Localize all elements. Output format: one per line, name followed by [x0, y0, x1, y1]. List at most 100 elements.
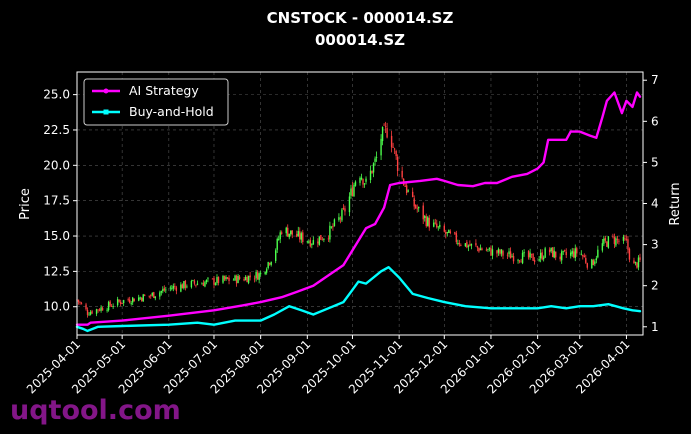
price-candle-body	[416, 208, 418, 210]
right-tick-label: 7	[651, 73, 659, 87]
price-candle-body	[204, 281, 206, 287]
price-candle-body	[235, 275, 238, 284]
price-candle-body	[267, 262, 269, 269]
price-candle-body	[338, 217, 340, 221]
price-candle-body	[100, 307, 102, 311]
price-candle-body	[214, 283, 217, 286]
price-candle-body	[302, 232, 304, 242]
price-candle-body	[606, 241, 608, 247]
price-candle-body	[604, 238, 607, 241]
price-candle-body	[275, 250, 277, 261]
price-candle-body	[321, 239, 324, 241]
price-candle-body	[380, 138, 382, 156]
price-candle-body	[122, 300, 125, 304]
price-candle-body	[527, 251, 530, 258]
price-candle-body	[404, 185, 406, 187]
price-candle-body	[101, 307, 104, 311]
price-candle-body	[390, 135, 393, 148]
price-candle-body	[541, 252, 543, 260]
price-candle-body	[320, 234, 322, 240]
price-candle-body	[418, 206, 420, 209]
price-candle-body	[317, 241, 319, 244]
price-candle-body	[258, 273, 260, 280]
price-candle-body	[207, 278, 209, 280]
price-candle-body	[360, 177, 363, 180]
right-axis-label: Return	[668, 182, 683, 225]
price-candle-body	[130, 303, 132, 305]
left-tick-label: 12.5	[43, 264, 70, 278]
price-candle-body	[595, 258, 598, 261]
price-candle-body	[359, 177, 361, 183]
price-candle-body	[530, 253, 533, 255]
right-tick-label: 2	[651, 279, 659, 293]
price-candle-body	[479, 248, 482, 251]
price-candle-body	[466, 241, 468, 248]
price-candle-body	[491, 249, 494, 256]
price-candle-body	[424, 215, 426, 218]
price-candle-body	[634, 261, 637, 263]
price-candle-body	[384, 126, 387, 128]
return-lines	[75, 91, 642, 333]
price-candle-body	[594, 261, 596, 265]
price-candle-body	[107, 302, 110, 311]
price-candle-body	[264, 272, 266, 274]
price-candle-body	[478, 248, 480, 252]
price-candle-body	[201, 283, 203, 285]
price-candle-body	[506, 254, 509, 256]
price-candle-body	[476, 246, 479, 248]
price-candle-body	[226, 277, 229, 279]
price-candle-body	[270, 261, 272, 265]
price-candle-body	[393, 148, 396, 150]
price-candle-body	[627, 239, 629, 250]
price-candle-body	[332, 225, 334, 228]
price-candle-body	[329, 225, 331, 240]
price-candle-body	[89, 312, 92, 315]
price-candle-body	[85, 304, 87, 310]
price-candle-body	[244, 276, 247, 281]
price-candle-body	[119, 301, 122, 304]
price-candle-body	[160, 291, 162, 293]
price-candle-body	[171, 288, 173, 290]
price-candle-body	[333, 219, 336, 226]
price-candle-body	[369, 170, 372, 181]
price-candle-body	[458, 242, 461, 245]
price-candle-body	[372, 163, 375, 173]
price-candle-body	[268, 263, 271, 265]
price-candle-body	[561, 251, 563, 261]
price-candle-body	[445, 231, 447, 235]
price-candle-body	[291, 230, 293, 235]
price-candle-body	[633, 260, 635, 264]
price-candle-body	[181, 284, 184, 289]
price-candle-body	[523, 252, 525, 254]
price-candle-body	[309, 240, 312, 247]
price-candle-body	[538, 259, 540, 261]
price-candle-body	[237, 275, 239, 284]
price-candle-body	[193, 280, 196, 284]
price-candle-body	[139, 297, 141, 299]
price-candle-body	[223, 275, 226, 280]
price-candle-body	[192, 280, 194, 281]
price-candle-body	[195, 284, 197, 286]
price-candle-body	[165, 289, 167, 291]
price-candle-body	[253, 278, 256, 280]
price-candle-body	[502, 250, 504, 256]
price-candle-body	[464, 243, 467, 247]
price-candle-body	[470, 243, 473, 246]
price-candle-body	[428, 217, 430, 228]
price-candle-body	[533, 260, 536, 262]
price-candle-body	[344, 208, 346, 212]
price-candle-body	[348, 196, 351, 213]
price-candle-body	[612, 235, 614, 237]
price-candle-body	[299, 231, 301, 240]
price-candle-body	[159, 292, 161, 297]
price-candle-body	[121, 302, 123, 304]
price-candle-body	[529, 252, 531, 258]
price-candle-body	[542, 257, 545, 260]
ai-strategy-line	[75, 91, 642, 326]
price-candle-body	[449, 231, 452, 233]
price-candle-body	[216, 277, 218, 283]
price-candle-body	[151, 292, 153, 296]
left-tick-label: 17.5	[43, 194, 70, 208]
price-candle-body	[205, 279, 208, 283]
